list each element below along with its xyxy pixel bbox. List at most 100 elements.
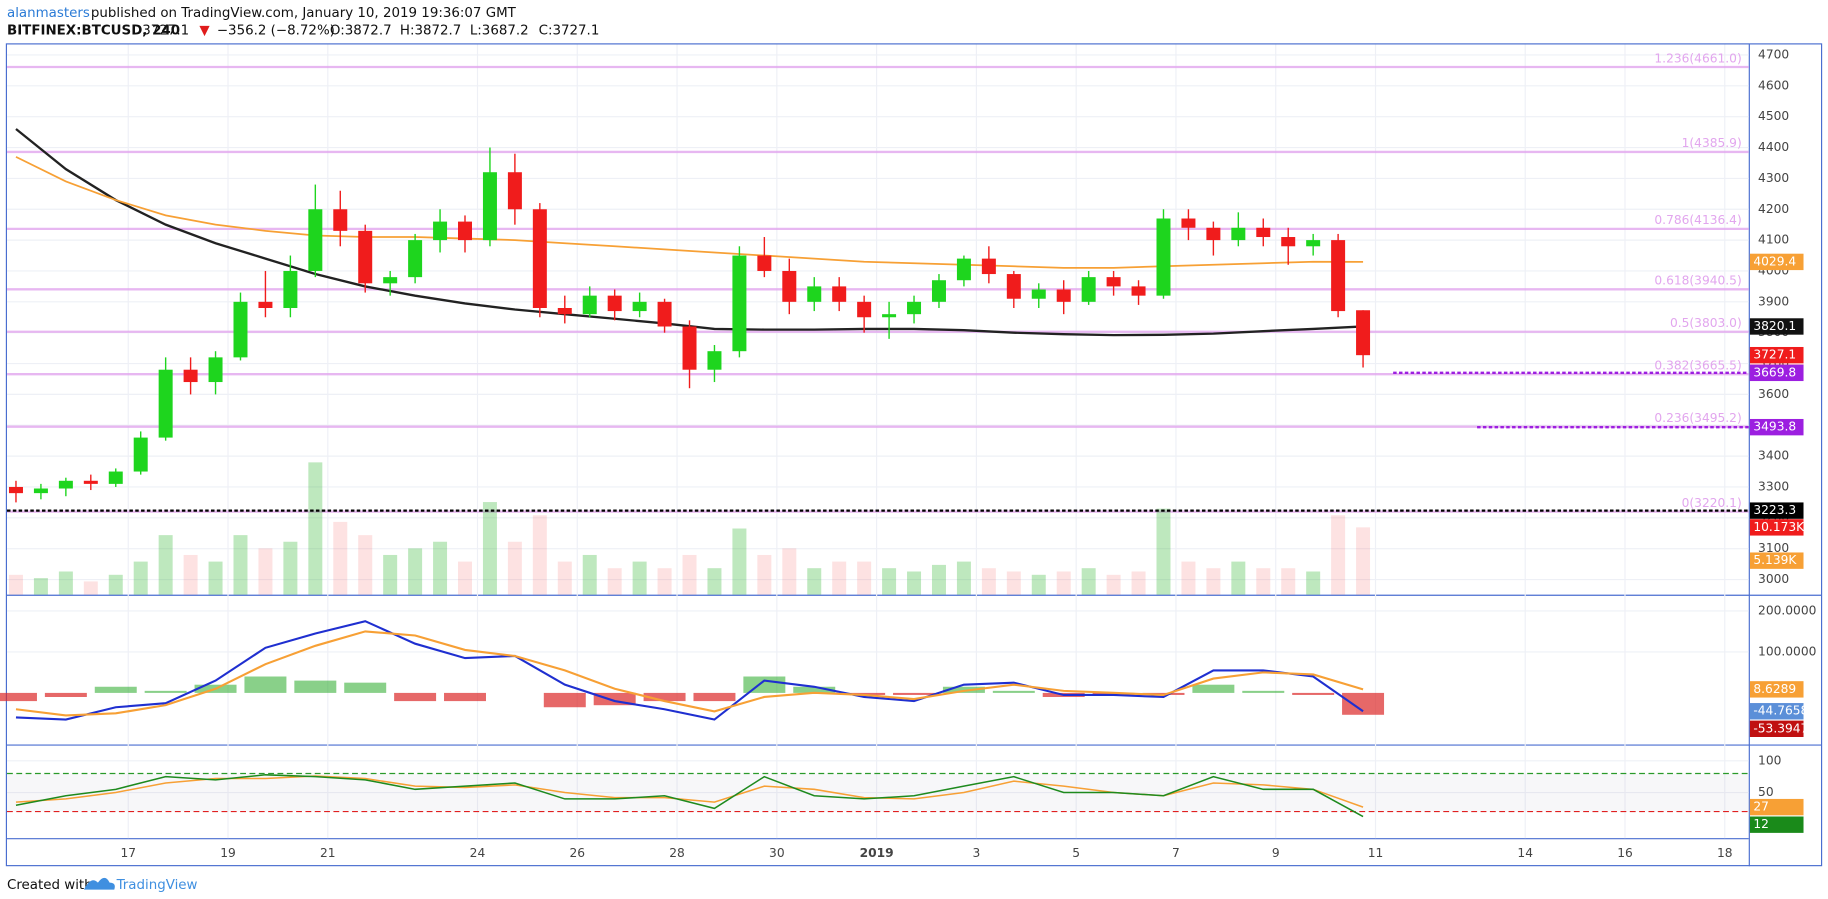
volume-bar	[582, 554, 597, 595]
axis-price-label: 3727.1	[1753, 348, 1796, 362]
x-tick-label: 26	[569, 846, 585, 860]
volume-bar	[1356, 527, 1371, 595]
candle-body	[956, 258, 971, 281]
candle-body	[557, 307, 572, 315]
macd-histogram-bar	[394, 692, 437, 702]
volume-bar	[1231, 561, 1246, 595]
volume-bar	[981, 568, 996, 595]
x-tick-label: 14	[1517, 846, 1533, 860]
macd-histogram-bar	[643, 692, 686, 702]
x-tick-label: 17	[120, 846, 136, 860]
candle-body	[158, 369, 173, 438]
fib-label: 0.618(3940.5)	[1654, 274, 1741, 288]
macd-histogram-bar	[144, 690, 187, 693]
fib-label: 0.786(4136.4)	[1654, 213, 1741, 227]
moving-average	[15, 156, 1364, 269]
volume-bar	[1281, 568, 1296, 595]
chart-frame	[5, 43, 1823, 867]
axis-price-label: 8.6289	[1753, 682, 1796, 696]
axis-price-tag	[1749, 502, 1804, 519]
y-tick-label: 4500	[1758, 109, 1789, 123]
x-tick-label: 28	[669, 846, 685, 860]
volume-bar	[532, 515, 547, 595]
change-arrow: ▼	[199, 23, 210, 38]
candle-body	[1231, 227, 1246, 241]
candle-body	[358, 230, 373, 284]
volume-bar	[1106, 574, 1121, 595]
candle-body	[283, 270, 298, 308]
volume-bar	[183, 554, 198, 595]
candle-body	[782, 270, 797, 302]
change: −356.2 (−8.72%)	[217, 23, 335, 38]
candle-body	[1056, 289, 1071, 302]
volume-bar	[757, 554, 772, 595]
macd-line	[15, 620, 1364, 721]
candle-body	[208, 357, 223, 383]
volume-bar	[1156, 508, 1171, 595]
ohlc-close: C:3727.1	[539, 23, 600, 38]
axis-price-tag	[1749, 364, 1804, 382]
candle-body	[58, 480, 73, 489]
axis-price-label: 27	[1753, 800, 1769, 814]
y-tick-label: 200.0000	[1758, 603, 1816, 617]
candle-body	[657, 301, 672, 327]
candle-body	[408, 240, 423, 278]
publisher[interactable]: alanmasters	[7, 6, 90, 21]
y-tick-label: 50	[1758, 785, 1774, 799]
x-tick-label: 21	[320, 846, 336, 860]
volume-bar	[557, 561, 572, 595]
candle-body	[458, 221, 472, 241]
x-tick-label: 30	[769, 846, 785, 860]
y-tick-label: 3100	[1758, 541, 1789, 555]
volume-bar	[882, 568, 897, 595]
volume-bar	[507, 541, 522, 595]
y-tick-label: 4600	[1758, 78, 1789, 92]
volume-bar	[1306, 571, 1321, 595]
macd-histogram-bar	[543, 692, 586, 708]
candle-body	[707, 351, 722, 370]
candle-body	[1031, 289, 1046, 299]
volume-bar	[1031, 574, 1046, 595]
ohlc-low: L:3687.2	[470, 23, 529, 38]
candle-body	[682, 326, 697, 370]
candle-body	[807, 286, 822, 302]
volume-bar	[1331, 515, 1346, 595]
candle-body	[1281, 237, 1296, 247]
candle-body	[108, 471, 123, 484]
last-price: 3727.1	[142, 23, 189, 38]
y-tick-label: 4400	[1758, 140, 1789, 154]
fib-label: 0(3220.1)	[1682, 496, 1742, 510]
fib-label: 0.236(3495.2)	[1654, 411, 1741, 425]
macd-histogram-bar	[743, 676, 786, 693]
x-tick-label: 24	[470, 846, 486, 860]
candle-body	[383, 277, 398, 284]
volume-bar	[108, 574, 123, 595]
volume-bar	[233, 535, 248, 595]
macd-histogram-bar	[893, 692, 936, 695]
y-tick-label: 4700	[1758, 47, 1789, 61]
volume-bar	[8, 574, 23, 595]
candle-body	[1131, 286, 1146, 296]
candle-body	[507, 172, 522, 210]
footer-brand[interactable]: TradingView	[116, 878, 198, 893]
macd-histogram-bar	[992, 690, 1035, 693]
candle-body	[857, 301, 872, 318]
candle-body	[1331, 240, 1346, 312]
macd-histogram-bar	[294, 680, 337, 693]
candle-body	[931, 280, 946, 302]
volume-bar	[308, 462, 323, 595]
candle-body	[1356, 310, 1371, 356]
rsi-band	[6, 773, 1749, 812]
candle-body	[1081, 277, 1096, 302]
macd-histogram-bar	[444, 692, 486, 702]
rsi-line	[15, 774, 1364, 818]
volume-bar	[358, 535, 373, 595]
axis-price-label: 4029.4	[1753, 254, 1796, 268]
volume-bar	[832, 561, 847, 595]
candle-body	[433, 221, 448, 241]
volume-bar	[482, 502, 497, 595]
candle-body	[308, 209, 323, 271]
volume-bar	[408, 548, 423, 595]
axis-volume-label: 10.173K	[1753, 520, 1805, 534]
